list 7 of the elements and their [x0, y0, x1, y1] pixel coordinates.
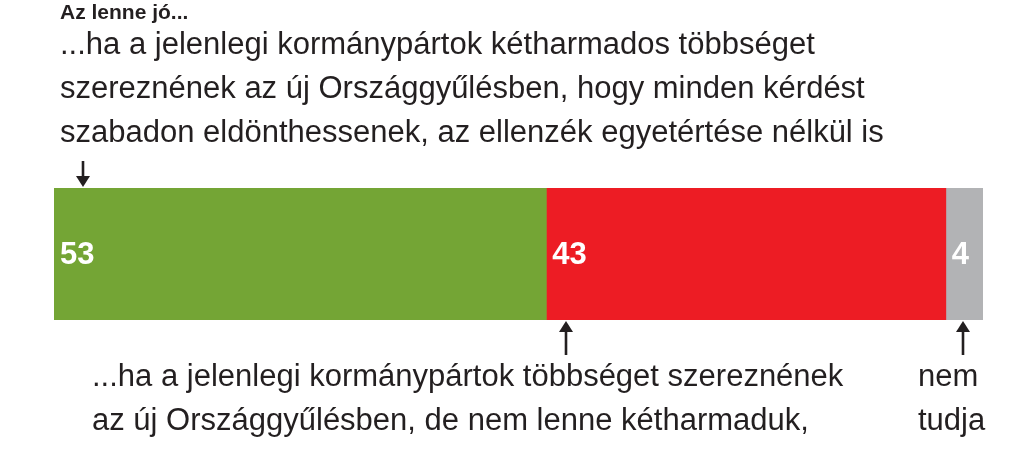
- series-label: ...ha a jelenlegi kormánypártok többséget szereznének az új Országgyűlésben, de nem lenne kétharmaduk,: [92, 357, 845, 439]
- data-label: 4: [951, 235, 970, 271]
- data-label: 43: [552, 235, 587, 271]
- data-label: 53: [60, 235, 95, 271]
- chart-title: Az lenne jó...: [60, 0, 189, 24]
- series-label: nem tudja: [918, 357, 987, 439]
- series-label: ...ha a jelenlegi kormánypártok kétharmados többséget szereznének az új Országgyűlésben, hogy minden kérdést szabadon eldönthessenek, az ellenzék egyetértése nélkül is: [60, 25, 885, 151]
